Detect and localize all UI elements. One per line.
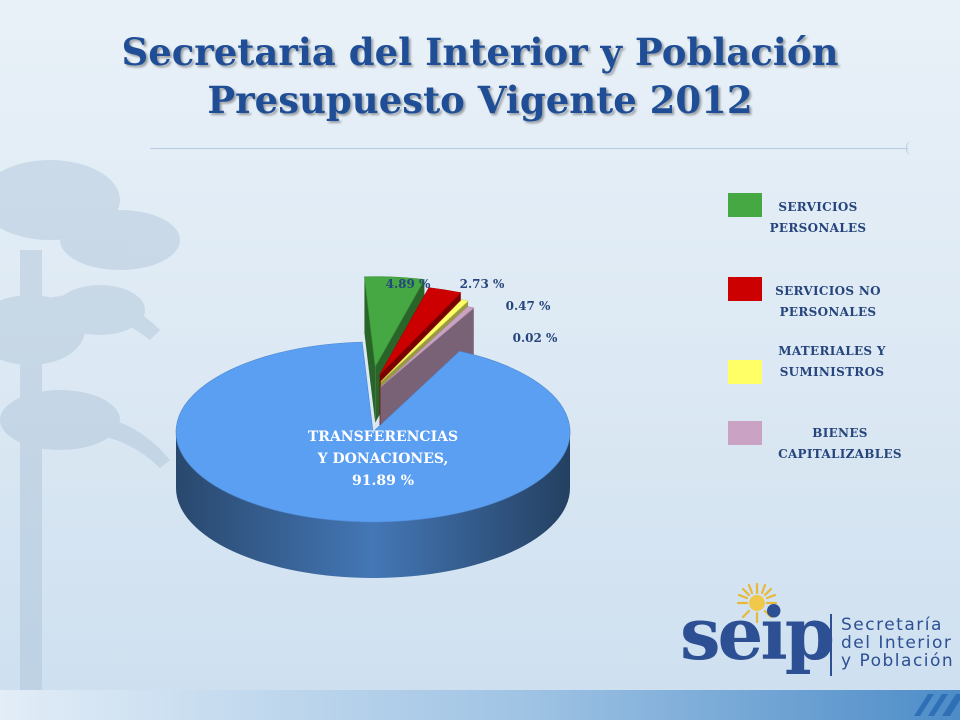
pie-data-label-materiales-y-suministros: 0.47 % xyxy=(506,299,551,313)
title-line-1: Secretaria del Interior y Población xyxy=(121,30,839,74)
legend-label-bienes-capitalizables: BIENES CAPITALIZABLES xyxy=(778,426,902,461)
legend-swatch-servicios-personales xyxy=(728,193,762,217)
pie-slice-bienes-capitalizables xyxy=(380,306,475,388)
sun-icon xyxy=(736,582,778,624)
pie-data-label-servicios-personales: 4.89 % xyxy=(386,277,431,291)
pie-data-label-servicios-no-personales: 2.73 % xyxy=(460,277,505,291)
legend-label-materiales-y-suministros: MATERIALES Y SUMINISTROS xyxy=(778,344,886,379)
pie-labels-layer: TRANSFERENCIAS Y DONACIONES, 91.89 % 4.89 %… xyxy=(308,277,558,489)
legend-swatch-servicios-no-personales xyxy=(728,277,762,301)
logo-subtitle: Secretaría del Interior y Población xyxy=(841,615,955,671)
page-title: Secretaria del Interior y Población Pres… xyxy=(0,28,960,124)
legend-swatch-materiales-y-suministros xyxy=(728,360,762,384)
pie-slice-servicios-personales xyxy=(364,276,425,368)
pie-main-label-line-3: 91.89 % xyxy=(352,473,414,489)
footer-bar xyxy=(0,690,960,720)
pie-slice-transferencias-y-donaciones xyxy=(175,341,571,523)
pie-main-label-line-2: Y DONACIONES, xyxy=(317,451,449,467)
title-line-2: Presupuesto Vigente 2012 xyxy=(207,78,753,122)
pie-side-transferencias-y-donaciones xyxy=(176,432,570,578)
title-divider-cap xyxy=(906,141,915,155)
pie-data-label-bienes-capitalizables: 0.02 % xyxy=(513,331,558,345)
logo-divider xyxy=(830,614,832,676)
corner-arrows-icon xyxy=(914,694,960,716)
pie-wall-servicios-personales-0 xyxy=(364,276,376,423)
legend-swatch-bienes-capitalizables xyxy=(728,421,762,445)
logo-wordmark: seip xyxy=(680,591,835,676)
title-divider xyxy=(150,148,908,149)
pie-slice-servicios-no-personales xyxy=(379,287,462,375)
legend-label-servicios-no-personales: SERVICIOS NO PERSONALES xyxy=(775,284,881,319)
pie-main-label-line-1: TRANSFERENCIAS xyxy=(308,429,458,445)
legend-label-servicios-personales: SERVICIOS PERSONALES xyxy=(769,200,867,235)
seip-logo: seip Secretaría del Interior y Población xyxy=(676,580,960,690)
pie-slice-materiales-y-suministros xyxy=(380,299,469,382)
pie-top-layer xyxy=(175,276,571,523)
